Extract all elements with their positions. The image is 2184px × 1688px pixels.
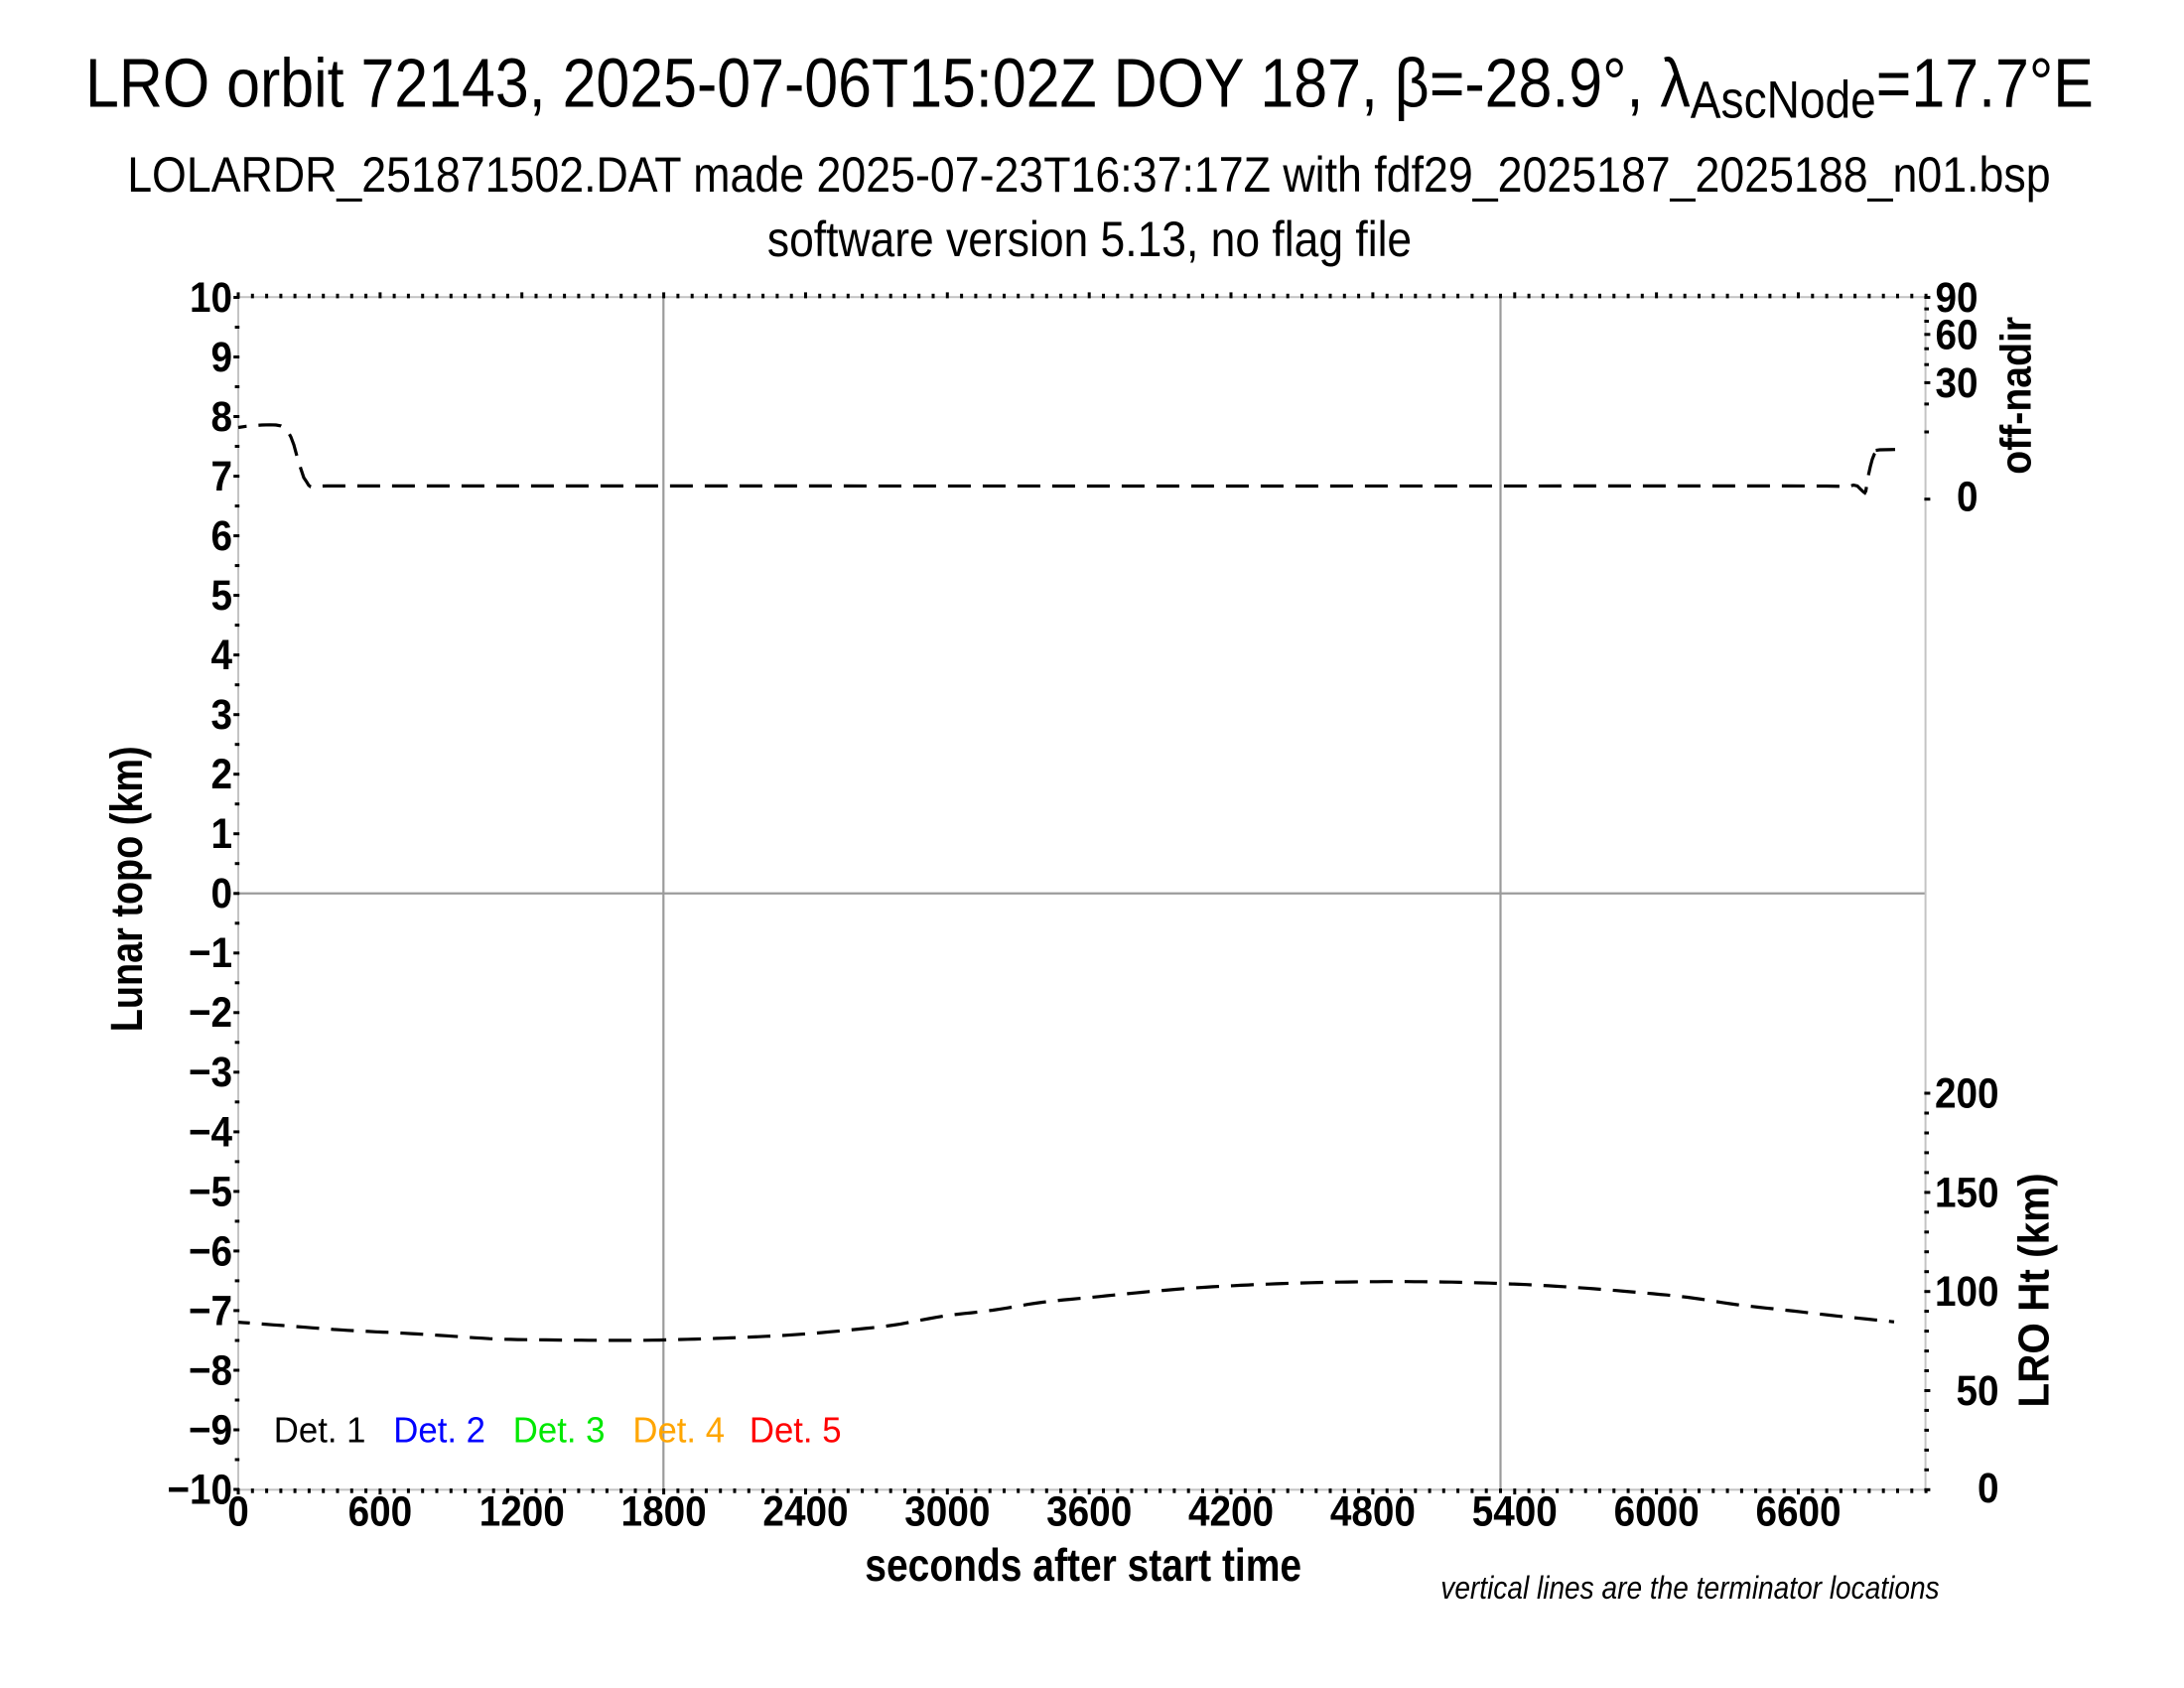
svg-text:4800: 4800: [1330, 1487, 1416, 1535]
svg-text:4: 4: [210, 631, 232, 678]
svg-text:1800: 1800: [621, 1487, 707, 1535]
svg-text:−8: −8: [189, 1345, 232, 1393]
svg-text:LRO orbit 72143, 2025-07-06T15: LRO orbit 72143, 2025-07-06T15:02Z DOY 1…: [85, 45, 2094, 130]
svg-text:150: 150: [1935, 1168, 1999, 1215]
svg-text:2400: 2400: [762, 1487, 848, 1535]
svg-text:Det. 2: Det. 2: [393, 1411, 485, 1451]
svg-text:0: 0: [1957, 473, 1979, 520]
svg-text:1200: 1200: [479, 1487, 565, 1535]
svg-text:Lunar topo (km): Lunar topo (km): [101, 746, 152, 1032]
svg-text:6: 6: [210, 511, 232, 559]
svg-text:8: 8: [210, 392, 232, 440]
svg-text:LRO Ht (km): LRO Ht (km): [2009, 1173, 2058, 1407]
svg-text:100: 100: [1935, 1267, 1999, 1315]
svg-text:1: 1: [210, 809, 232, 857]
svg-text:5: 5: [210, 571, 232, 619]
svg-text:0: 0: [210, 869, 232, 916]
svg-text:0: 0: [227, 1487, 249, 1535]
svg-text:6000: 6000: [1614, 1487, 1700, 1535]
svg-text:90: 90: [1935, 273, 1978, 321]
svg-text:−6: −6: [189, 1226, 232, 1274]
svg-text:−5: −5: [189, 1167, 232, 1214]
svg-text:60: 60: [1935, 310, 1978, 357]
svg-text:6600: 6600: [1755, 1487, 1841, 1535]
svg-text:−9: −9: [189, 1406, 232, 1454]
svg-text:0: 0: [1978, 1464, 1999, 1511]
svg-text:30: 30: [1935, 358, 1978, 406]
svg-text:−7: −7: [189, 1286, 232, 1334]
svg-text:7: 7: [210, 452, 232, 499]
svg-text:Det. 4: Det. 4: [632, 1411, 725, 1451]
svg-text:off-nadir: off-nadir: [1991, 317, 2041, 475]
svg-text:Det. 5: Det. 5: [750, 1411, 842, 1451]
svg-text:600: 600: [348, 1487, 413, 1535]
svg-text:software version 5.13, no flag: software version 5.13, no flag file: [767, 212, 1412, 268]
svg-text:LOLARDR_251871502.DAT made 202: LOLARDR_251871502.DAT made 2025-07-23T16…: [127, 148, 2050, 204]
svg-text:vertical lines are the termina: vertical lines are the terminator locati…: [1440, 1571, 1939, 1606]
svg-text:3: 3: [210, 690, 232, 738]
svg-text:2: 2: [210, 750, 232, 797]
svg-text:4200: 4200: [1188, 1487, 1274, 1535]
svg-text:−2: −2: [189, 988, 232, 1036]
svg-text:50: 50: [1956, 1366, 1998, 1414]
svg-text:9: 9: [210, 333, 232, 380]
svg-text:Det. 1: Det. 1: [274, 1411, 366, 1451]
svg-text:−1: −1: [189, 928, 232, 976]
svg-text:3600: 3600: [1046, 1487, 1132, 1535]
svg-text:−4: −4: [189, 1107, 232, 1155]
svg-text:3000: 3000: [904, 1487, 990, 1535]
svg-text:200: 200: [1935, 1069, 1999, 1117]
svg-text:5400: 5400: [1472, 1487, 1558, 1535]
svg-text:−3: −3: [189, 1048, 232, 1095]
svg-text:−10: −10: [167, 1466, 232, 1513]
svg-text:10: 10: [190, 273, 232, 321]
svg-text:Det. 3: Det. 3: [513, 1411, 606, 1451]
svg-text:seconds after start time: seconds after start time: [865, 1540, 1301, 1592]
